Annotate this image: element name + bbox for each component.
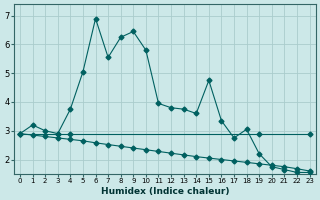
X-axis label: Humidex (Indice chaleur): Humidex (Indice chaleur) [100,187,229,196]
